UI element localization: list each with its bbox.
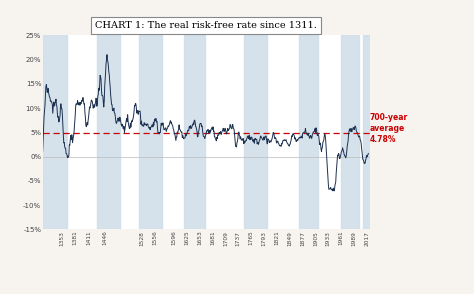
Bar: [43, 35, 67, 229]
Text: 700-year
average
4.78%: 700-year average 4.78%: [370, 113, 408, 144]
Bar: [184, 35, 205, 229]
Bar: [341, 35, 359, 229]
Bar: [97, 35, 120, 229]
Bar: [139, 35, 162, 229]
Bar: [363, 35, 373, 229]
Bar: [244, 35, 267, 229]
Title: CHART 1: The real risk-free rate since 1311.: CHART 1: The real risk-free rate since 1…: [95, 21, 317, 30]
Bar: [300, 35, 318, 229]
